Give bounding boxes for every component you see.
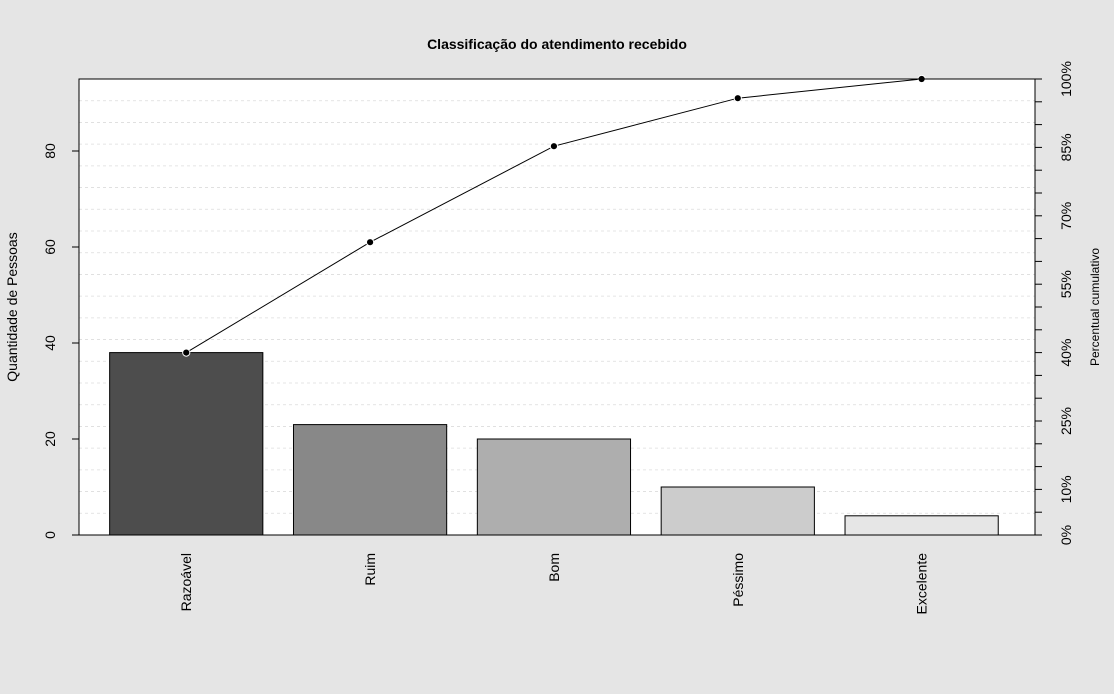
y2-tick-label: 100%: [1058, 61, 1074, 97]
bars: [79, 352, 1035, 536]
y-tick-label: 80: [42, 143, 58, 159]
bar-razoável: [109, 352, 264, 536]
x-tick-label: Razoável: [178, 553, 194, 611]
y-tick-label: 60: [42, 239, 58, 255]
x-tick-label: Excelente: [914, 553, 930, 615]
y2-tick-label: 40%: [1058, 339, 1074, 367]
y2-axis-title: Percentual cumulativo: [1088, 248, 1102, 366]
chart-title: Classificação do atendimento recebido: [427, 36, 687, 52]
x-axis: Razoável Ruim Bom Péssimo Excelente: [178, 553, 929, 615]
y2-tick-label: 70%: [1058, 202, 1074, 230]
x-tick-label: Ruim: [362, 553, 378, 586]
bar-bom: [476, 438, 632, 536]
bar-ruim: [292, 424, 448, 536]
y2-tick-label: 0%: [1058, 525, 1074, 545]
y2-tick-label: 85%: [1058, 133, 1074, 161]
cumulative-point: [182, 348, 191, 357]
cumulative-point: [549, 142, 559, 151]
cumulative-line: [182, 74, 926, 357]
y-tick-label: 0: [42, 531, 58, 539]
x-tick-label: Péssimo: [730, 553, 746, 607]
bar-excelente: [844, 515, 999, 536]
y2-tick-label: 25%: [1058, 407, 1074, 435]
y-tick-label: 40: [42, 335, 58, 351]
cumulative-point: [365, 238, 375, 247]
y-axis-title: Quantidade de Pessoas: [4, 232, 20, 381]
x-tick-label: Bom: [546, 553, 562, 582]
y2-tick-label: 10%: [1058, 475, 1074, 503]
cumulative-point: [733, 94, 742, 103]
bar-péssimo: [660, 486, 815, 536]
y-tick-label: 20: [42, 431, 58, 447]
y2-tick-label: 55%: [1058, 270, 1074, 298]
y-axis-right: 0% 10% 25% 40% 55% 70% 85% 100%: [1035, 61, 1074, 545]
y-axis-left: 0 20 40 60 80: [42, 143, 79, 539]
